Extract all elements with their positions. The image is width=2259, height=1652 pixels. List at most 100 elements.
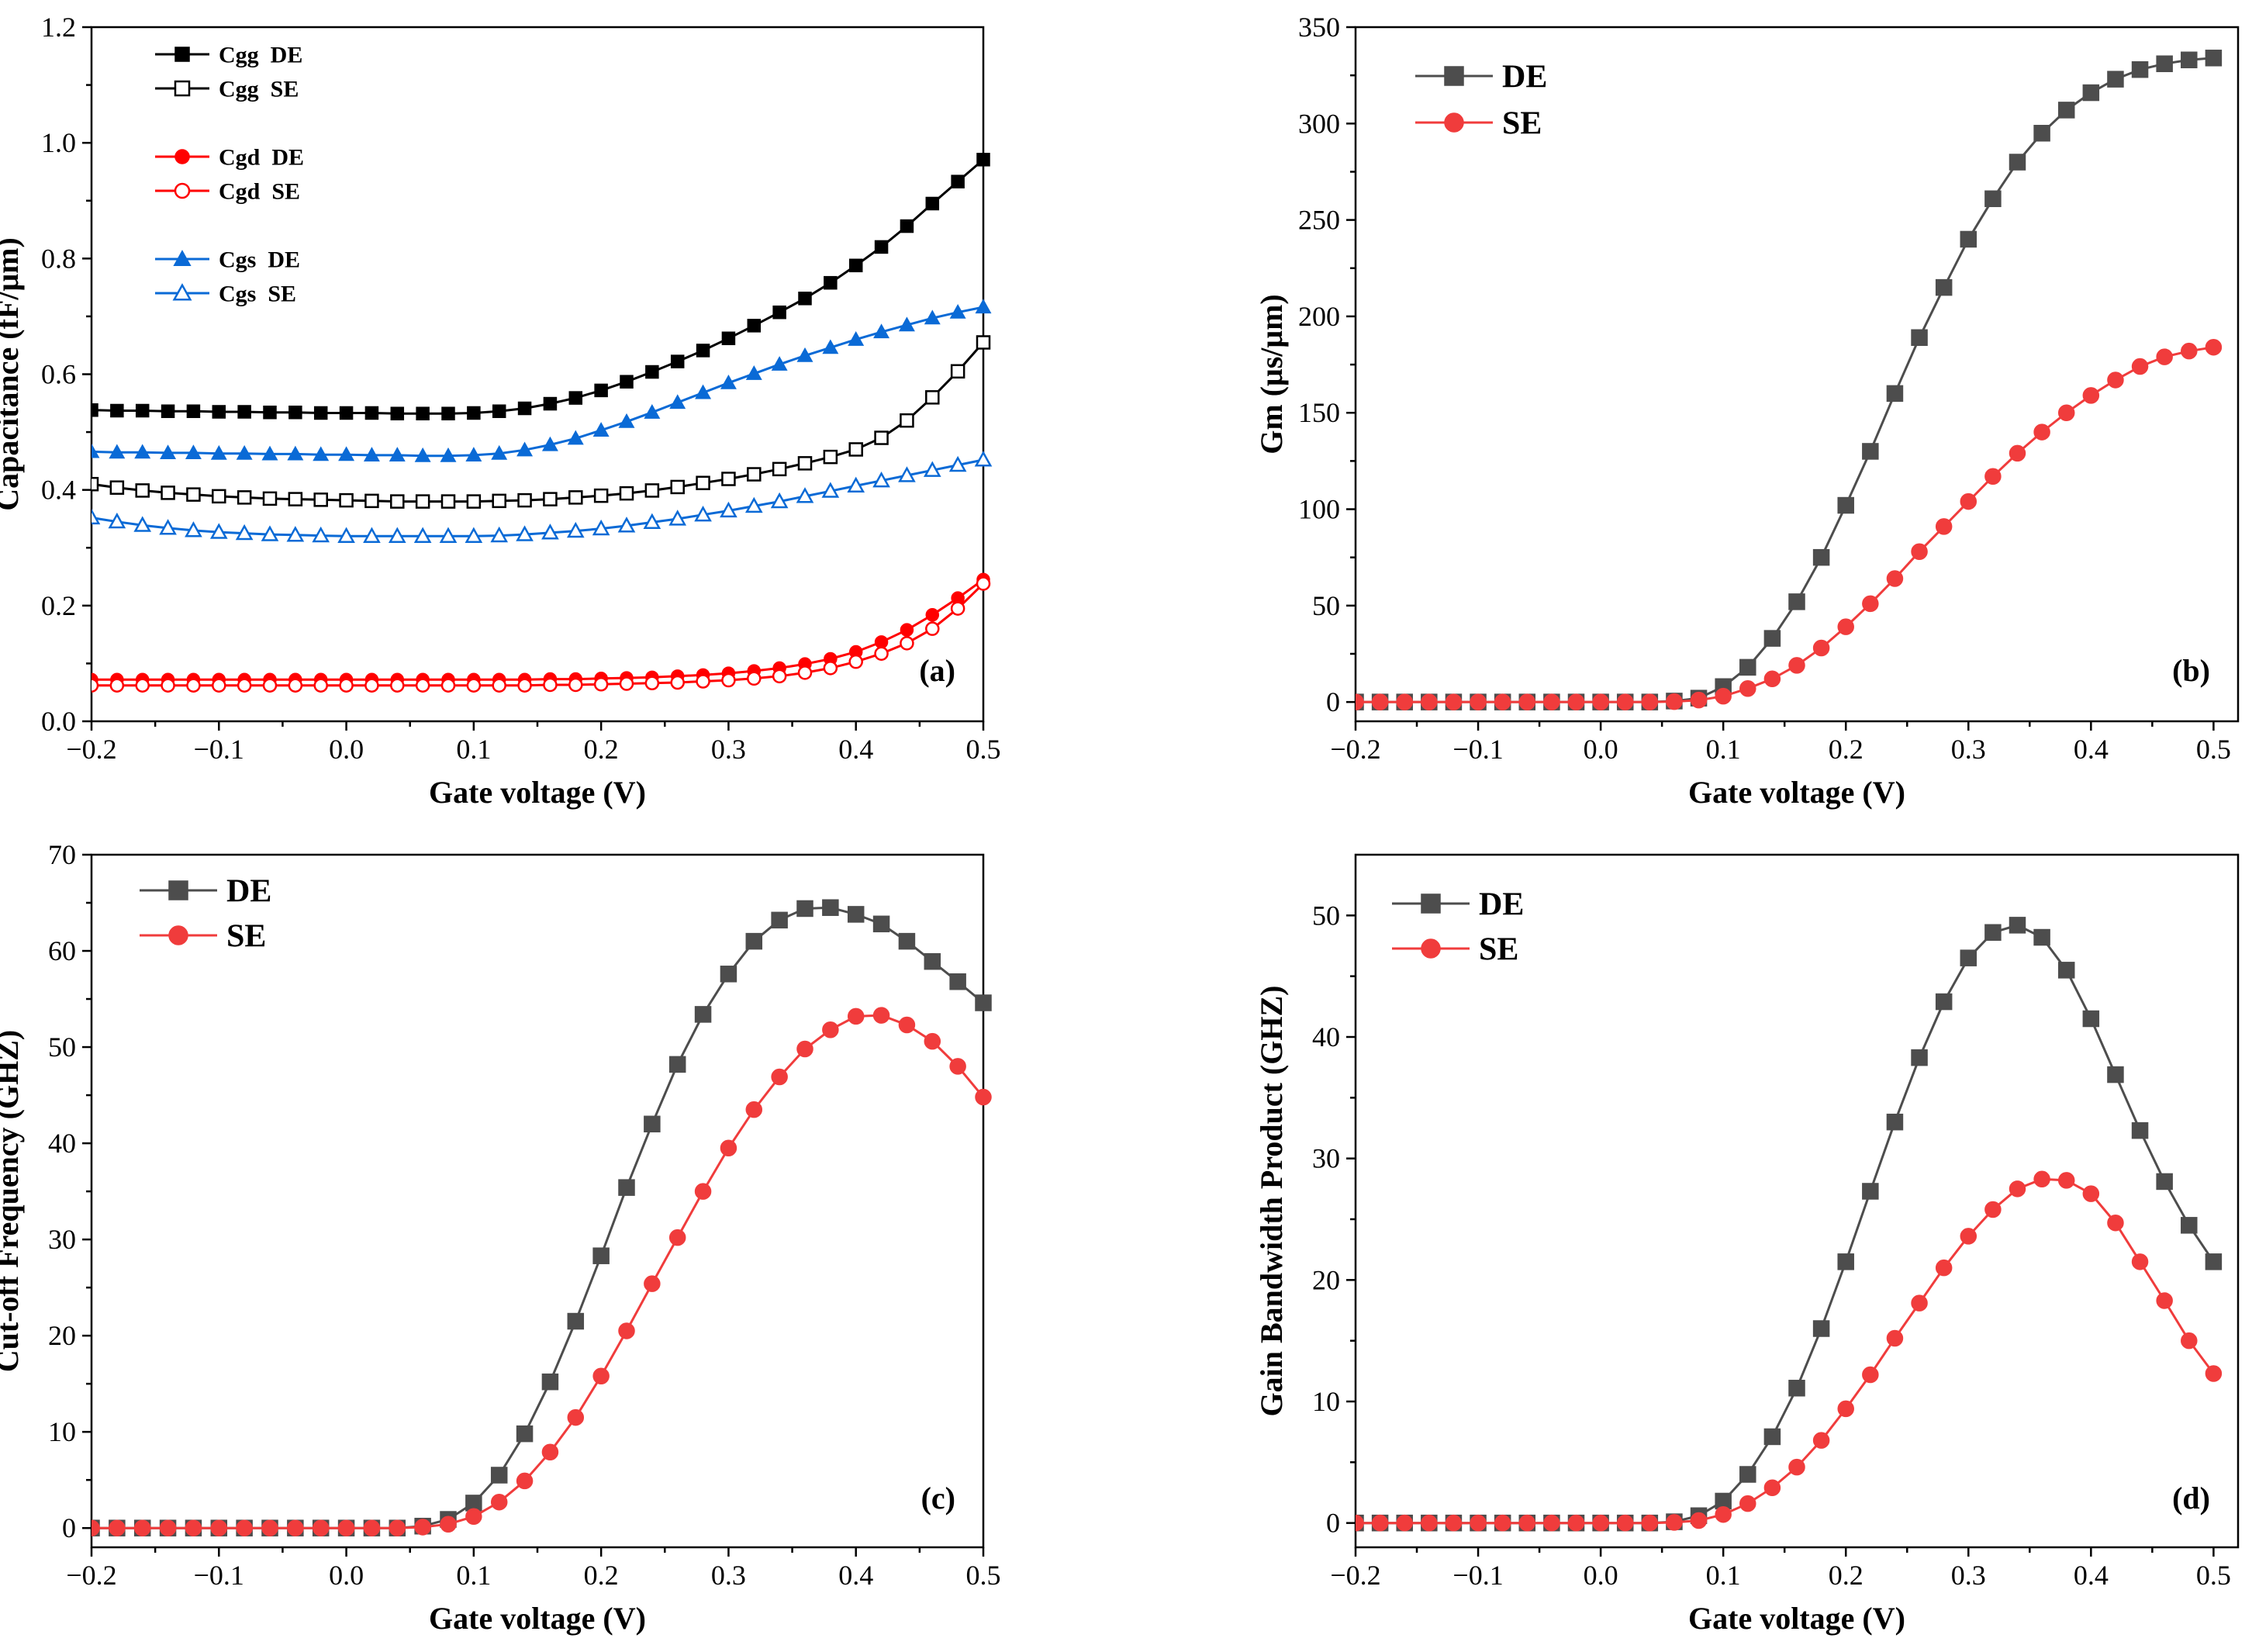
data-point [1862, 1366, 1879, 1384]
legend-label: Cgd DE [219, 145, 304, 171]
data-point [872, 915, 890, 933]
data-point [1788, 1380, 1805, 1397]
series-cgs-se [92, 451, 993, 543]
data-point [2205, 1365, 2223, 1382]
data-point [1788, 593, 1805, 610]
legend-marker [174, 80, 191, 97]
y-tick-label: 0.2 [41, 590, 76, 621]
data-point [2205, 1253, 2223, 1270]
data-point [414, 1519, 431, 1536]
data-point [516, 1472, 534, 1490]
panel-d-gain-bandwidth-chart: −0.2 −0.1 0.0 0.1 0.2 0.3 0.4 0.5 0 10 20 30 40 50 Gat… [1254, 853, 2240, 1636]
data-point [261, 445, 278, 461]
data-point [135, 483, 150, 498]
data-point [592, 519, 610, 536]
data-point [898, 466, 916, 482]
data-point [592, 422, 610, 437]
data-point [541, 524, 559, 540]
data-point [236, 1519, 253, 1536]
data-point [796, 900, 813, 918]
data-point [1371, 693, 1389, 710]
data-point [2009, 917, 2026, 934]
x-tick-label: −0.1 [1452, 734, 1503, 765]
data-point [975, 1088, 992, 1106]
data-point [364, 406, 379, 420]
data-point [337, 527, 355, 543]
data-point [822, 1021, 839, 1039]
panel-b-gm-chart: −0.2 −0.1 0.0 0.1 0.2 0.3 0.4 0.5 0 50 100 150 200 25… [1254, 12, 2240, 810]
data-point [1812, 1432, 1830, 1449]
data-point [109, 1519, 126, 1536]
data-point [924, 952, 941, 970]
data-point [2181, 1217, 2198, 1234]
data-point [620, 375, 634, 389]
legend: DE SE [1392, 887, 1524, 968]
data-point [1543, 1514, 1560, 1532]
data-point [823, 661, 838, 676]
data-point [593, 677, 609, 692]
data-point [286, 526, 305, 542]
data-point [465, 527, 483, 543]
data-point [745, 932, 763, 950]
legend-label: Cgd SE [219, 179, 300, 205]
data-point [2131, 60, 2149, 78]
data-point [567, 1408, 585, 1426]
x-tick-label: 0.5 [2196, 1560, 2231, 1591]
y-axis-title: Gm (μs/μm) [1254, 294, 1289, 454]
x-tick-label: −0.1 [194, 1560, 244, 1591]
data-point [263, 405, 277, 420]
data-point [2107, 1066, 2124, 1083]
data-point [1356, 1514, 1364, 1532]
data-point [364, 678, 379, 693]
data-point [770, 492, 789, 509]
data-point [133, 516, 152, 532]
x-axis-title: Gate voltage (V) [429, 775, 646, 810]
data-point [1470, 693, 1487, 710]
data-point [568, 490, 583, 505]
data-point [644, 403, 661, 419]
data-point [1567, 1514, 1585, 1532]
data-point [212, 489, 226, 504]
data-point [872, 471, 890, 488]
data-point [925, 621, 940, 636]
data-point [209, 523, 228, 539]
data-point [669, 394, 686, 410]
data-point [592, 1247, 610, 1264]
data-point [1421, 693, 1438, 710]
data-point [721, 331, 736, 346]
y-tick-label: 250 [1298, 205, 1340, 236]
data-point [1886, 1113, 1904, 1131]
data-point [644, 1115, 661, 1133]
data-point [898, 316, 915, 332]
data-point [1960, 1228, 1977, 1245]
series-cgg-se [92, 335, 991, 509]
data-point [1935, 518, 1953, 535]
data-point [1396, 693, 1413, 710]
x-tick-label: 0.0 [1584, 734, 1618, 765]
x-tick-label: 0.0 [329, 734, 364, 765]
x-axis-title: Gate voltage (V) [1688, 1601, 1905, 1636]
data-point [516, 1425, 534, 1443]
data-point [2082, 84, 2100, 102]
data-point [1666, 1514, 1683, 1531]
data-point [1984, 190, 2002, 208]
data-point [287, 445, 304, 461]
data-point [2057, 404, 2075, 421]
y-tick-label: 0.4 [41, 475, 76, 506]
data-point [541, 436, 558, 451]
data-point [822, 899, 839, 916]
data-point [1371, 1514, 1389, 1532]
data-point [822, 339, 839, 354]
data-point [92, 476, 99, 492]
data-point [744, 496, 763, 513]
data-point [364, 493, 379, 509]
data-point [619, 486, 634, 501]
y-tick-label: 1.0 [41, 127, 76, 158]
data-point [747, 671, 762, 686]
data-point [312, 1519, 330, 1536]
x-axis-title: Gate voltage (V) [1688, 775, 1905, 810]
x-tick-label: 0.2 [584, 734, 619, 765]
y-tick-label: 10 [48, 1416, 76, 1447]
data-point [440, 447, 457, 462]
data-point [2156, 348, 2173, 365]
